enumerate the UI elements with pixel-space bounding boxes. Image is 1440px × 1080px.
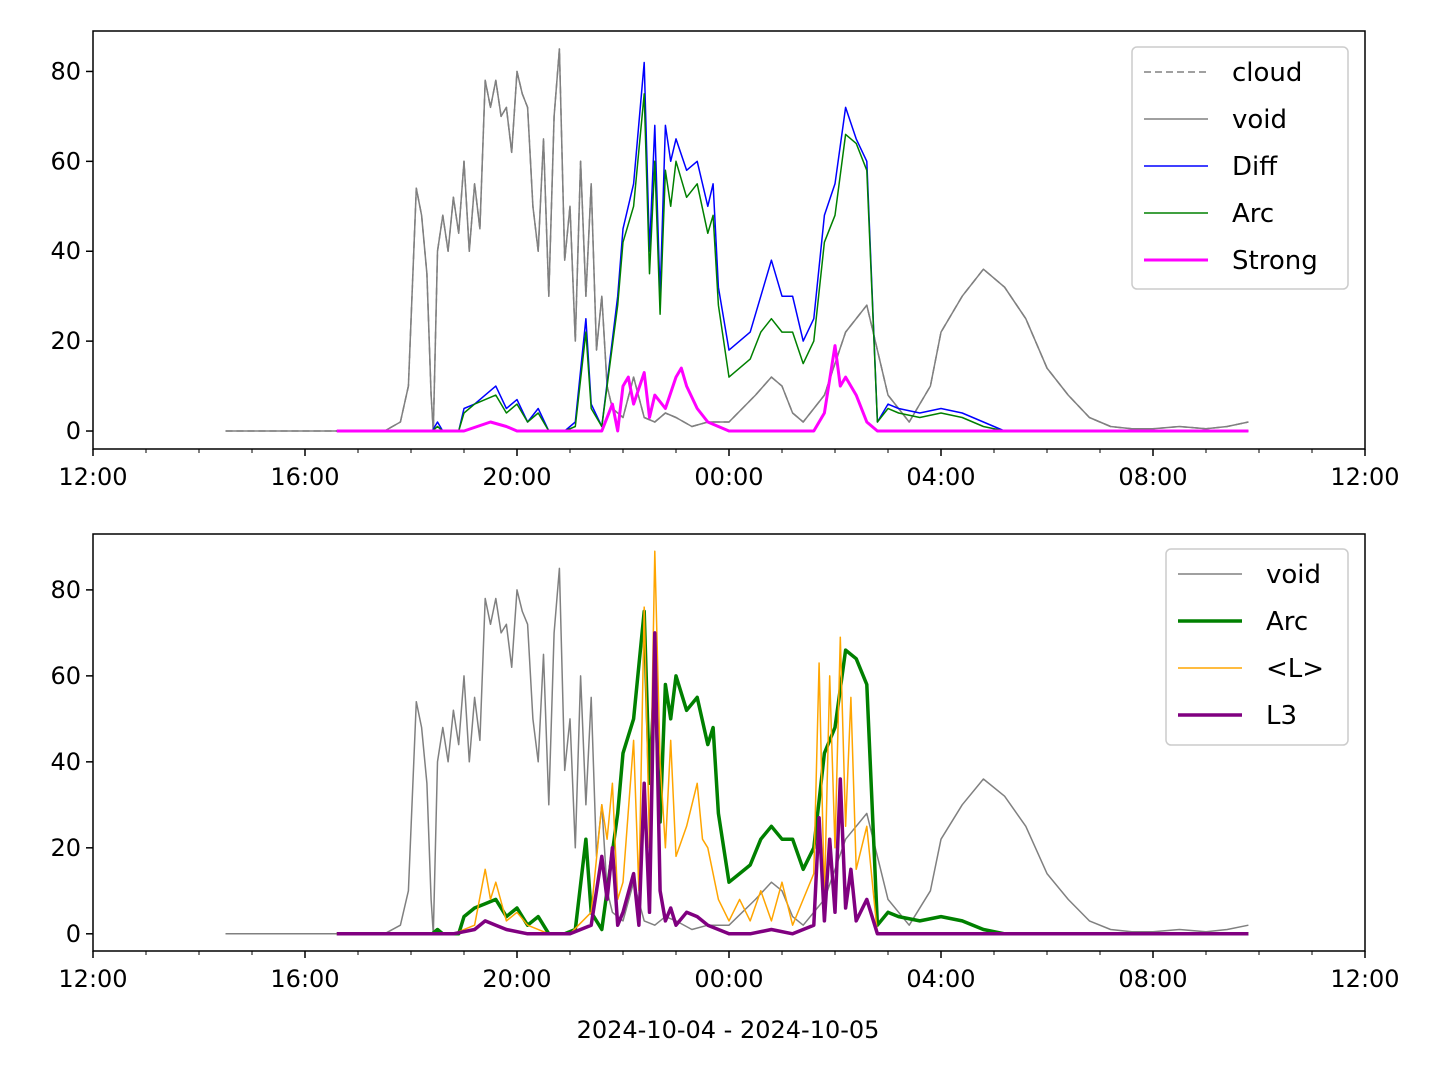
x-tick-label: 12:00 (58, 463, 127, 491)
series-group (225, 48, 1249, 433)
legend-label: void (1232, 105, 1287, 135)
legend: void Arc <L> L3 (1165, 548, 1349, 746)
y-tick-label: 80 (50, 57, 81, 85)
x-tick-label: 08:00 (1118, 463, 1187, 491)
x-tick-label: 12:00 (1330, 463, 1399, 491)
y-tick-label: 0 (66, 920, 81, 948)
y-tick-label: 60 (50, 662, 81, 690)
x-tick-label: 04:00 (906, 463, 975, 491)
bottom-chart: 0 20 40 60 80 12:00 16:00 20:00 00:00 04:00 08:00 1… (50, 533, 1400, 993)
legend-label: void (1266, 560, 1321, 590)
x-tick-label: 08:00 (1118, 965, 1187, 993)
x-tick-label: 20:00 (482, 965, 551, 993)
y-tick-label: 40 (50, 237, 81, 265)
legend-label: Diff (1232, 152, 1278, 182)
x-axis-label: 2024-10-04 - 2024-10-05 (577, 1016, 880, 1044)
legend-label: <L> (1266, 654, 1324, 684)
legend-label: Arc (1266, 607, 1308, 637)
series-line-top-4 (336, 344, 1249, 433)
legend-label: cloud (1232, 58, 1302, 88)
series-line-bottom-1 (336, 609, 1249, 936)
x-tick-label: 00:00 (694, 965, 763, 993)
x-tick-label: 12:00 (1330, 965, 1399, 993)
series-line-top-2 (336, 61, 1249, 432)
series-line-top-3 (336, 93, 1249, 432)
series-line-bottom-3 (336, 631, 1249, 936)
x-tick-label: 16:00 (270, 965, 339, 993)
x-tick-label: 12:00 (58, 965, 127, 993)
series-line-bottom-0 (225, 567, 1249, 935)
legend: cloud void Diff Arc Strong (1131, 46, 1349, 290)
x-tick-label: 00:00 (694, 463, 763, 491)
y-tick-label: 20 (50, 834, 81, 862)
series-group (225, 550, 1249, 936)
legend-label: L3 (1266, 701, 1297, 731)
y-tick-label: 0 (66, 417, 81, 445)
x-tick-label: 16:00 (270, 463, 339, 491)
y-tick-label: 40 (50, 748, 81, 776)
y-tick-label: 20 (50, 327, 81, 355)
legend-box (1131, 46, 1349, 290)
x-tick-label: 04:00 (906, 965, 975, 993)
legend-label: Arc (1232, 199, 1274, 229)
legend-label: Strong (1232, 246, 1318, 276)
top-chart: 0 20 40 60 80 12:00 16:00 20:00 00:00 04:00 08:00 1… (50, 30, 1400, 491)
legend-box (1165, 548, 1349, 746)
y-tick-label: 60 (50, 147, 81, 175)
y-tick-label: 80 (50, 576, 81, 604)
x-tick-label: 20:00 (482, 463, 551, 491)
series-line-top-1 (225, 48, 1249, 432)
